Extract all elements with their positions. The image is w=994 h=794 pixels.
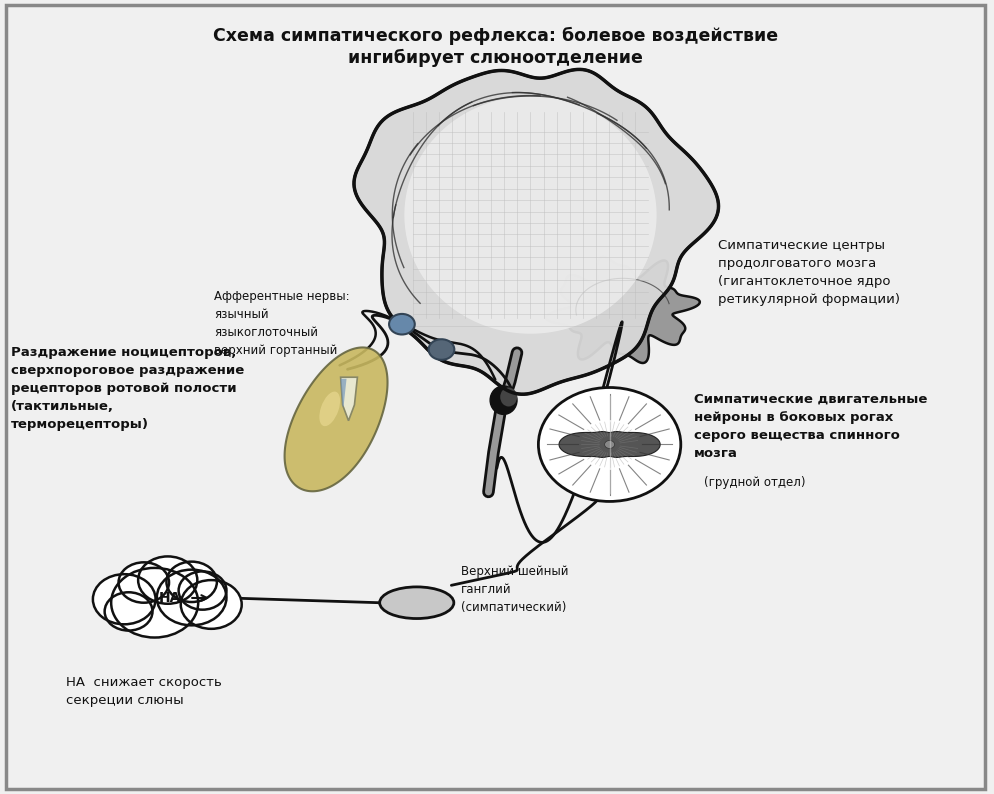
- Text: Схема симпатического рефлекса: болевое воздействие: Схема симпатического рефлекса: болевое в…: [214, 27, 778, 45]
- Circle shape: [539, 387, 681, 502]
- Polygon shape: [284, 348, 388, 491]
- Text: Верхний шейный
ганглий
(симпатический): Верхний шейный ганглий (симпатический): [461, 565, 569, 614]
- Ellipse shape: [500, 387, 517, 407]
- Polygon shape: [546, 257, 700, 363]
- Text: Афферентные нервы:
язычный
языкоглоточный
верхний гортанный: Афферентные нервы: язычный языкоглоточны…: [214, 290, 350, 357]
- Text: Симпатические двигательные
нейроны в боковых рогах
серого вещества спинного
мозг: Симпатические двигательные нейроны в бок…: [694, 393, 927, 460]
- Circle shape: [166, 561, 217, 602]
- Circle shape: [179, 572, 227, 610]
- Text: НА: НА: [158, 591, 181, 605]
- Ellipse shape: [490, 386, 517, 414]
- Circle shape: [118, 562, 169, 603]
- Circle shape: [92, 574, 155, 624]
- Text: (грудной отдел): (грудной отдел): [704, 476, 805, 489]
- Circle shape: [111, 568, 198, 638]
- Polygon shape: [354, 69, 719, 394]
- Polygon shape: [559, 431, 660, 457]
- Polygon shape: [405, 96, 657, 333]
- Text: Раздражение ноцицепторов,
сверхпороговое раздражение
рецепторов ротовой полости
: Раздражение ноцицепторов, сверхпороговое…: [11, 345, 245, 430]
- Circle shape: [104, 592, 152, 630]
- Circle shape: [138, 557, 198, 603]
- Circle shape: [389, 314, 414, 334]
- Text: ингибирует слюноотделение: ингибирует слюноотделение: [349, 49, 643, 67]
- Polygon shape: [341, 379, 347, 407]
- Ellipse shape: [319, 391, 340, 426]
- Circle shape: [157, 569, 227, 626]
- Text: НА  снижает скорость
секреции слюны: НА снижает скорость секреции слюны: [66, 676, 222, 707]
- Circle shape: [604, 441, 614, 449]
- Circle shape: [428, 339, 454, 360]
- Ellipse shape: [380, 587, 454, 619]
- Polygon shape: [341, 377, 358, 421]
- Circle shape: [181, 580, 242, 629]
- Text: Симпатические центры
продолговатого мозга
(гигантоклеточное ядро
ретикулярной фо: Симпатические центры продолговатого мозг…: [719, 239, 901, 306]
